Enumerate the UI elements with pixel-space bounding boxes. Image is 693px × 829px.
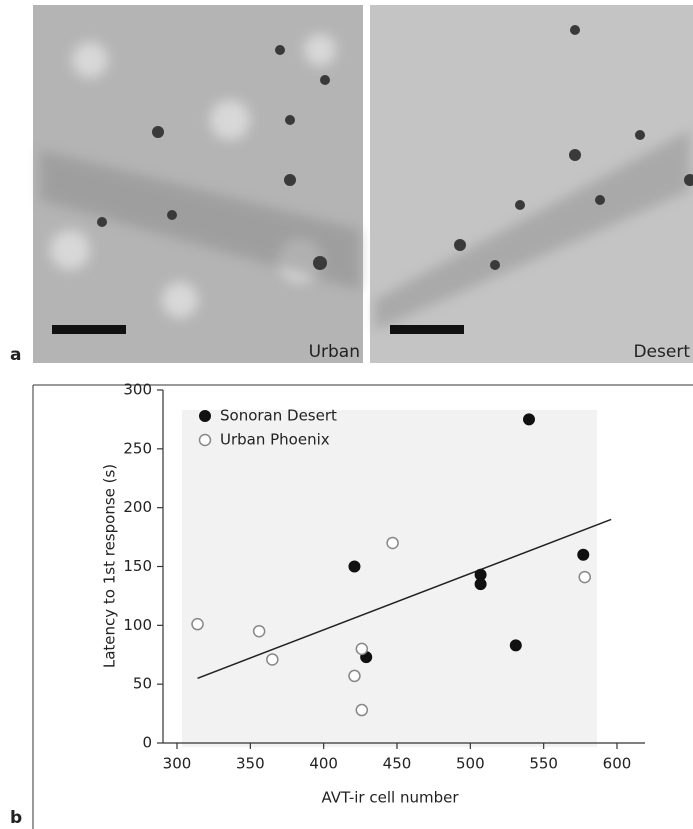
data-point — [267, 654, 278, 665]
x-tick-label: 350 — [236, 755, 265, 773]
x-tick-label: 400 — [309, 755, 338, 773]
data-point — [578, 549, 589, 560]
y-axis-label: Latency to 1st response (s) — [101, 464, 119, 668]
y-tick-label: 300 — [123, 381, 152, 399]
data-point — [356, 643, 367, 654]
panel-letter: b — [10, 808, 22, 828]
data-point — [349, 561, 360, 572]
x-tick-label: 550 — [529, 755, 558, 773]
legend-label: Urban Phoenix — [220, 431, 330, 449]
data-point — [254, 626, 265, 637]
data-point — [356, 705, 367, 716]
y-tick-label: 150 — [123, 557, 152, 575]
x-axis-label: AVT-ir cell number — [322, 789, 460, 807]
y-tick-label: 100 — [123, 616, 152, 634]
y-tick-label: 50 — [133, 675, 152, 693]
data-point — [510, 640, 521, 651]
image-label: Desert — [633, 342, 690, 362]
legend-marker — [200, 435, 211, 446]
data-point — [192, 619, 203, 630]
x-tick-label: 450 — [383, 755, 412, 773]
data-point — [475, 579, 486, 590]
scale-bar — [52, 325, 126, 334]
x-tick-label: 300 — [163, 755, 192, 773]
scale-bar — [390, 325, 464, 334]
x-tick-label: 600 — [603, 755, 632, 773]
data-point — [579, 572, 590, 583]
legend-marker — [200, 411, 211, 422]
panel-letter: a — [10, 345, 21, 365]
plot-background — [182, 410, 597, 747]
image-label: Urban — [309, 342, 360, 362]
y-tick-label: 200 — [123, 498, 152, 516]
data-point — [349, 670, 360, 681]
y-tick-label: 250 — [123, 439, 152, 457]
legend-label: Sonoran Desert — [220, 407, 337, 425]
data-point — [387, 537, 398, 548]
data-point — [524, 414, 535, 425]
x-tick-label: 500 — [456, 755, 485, 773]
figure: Urban Desert a b AVT-ir cell number Late… — [0, 0, 693, 829]
y-tick-label: 0 — [142, 734, 152, 752]
